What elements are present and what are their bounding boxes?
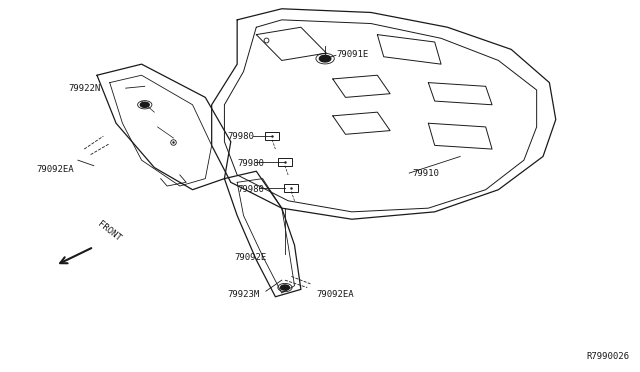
Circle shape [280,285,289,290]
Text: 79980: 79980 [237,159,264,169]
Text: 79091E: 79091E [336,51,368,60]
Text: 79092EA: 79092EA [317,291,355,299]
Text: 79922N: 79922N [68,84,100,93]
Text: 79092EA: 79092EA [36,165,74,174]
Text: R7990026: R7990026 [586,352,629,361]
Text: FRONT: FRONT [96,219,122,243]
Text: 79910: 79910 [412,169,439,177]
Circle shape [140,102,149,108]
Text: 79980: 79980 [228,132,255,141]
Text: 79092E: 79092E [234,253,266,263]
Circle shape [319,55,331,62]
Text: 79923M: 79923M [228,291,260,299]
Text: 79980: 79980 [237,185,264,194]
